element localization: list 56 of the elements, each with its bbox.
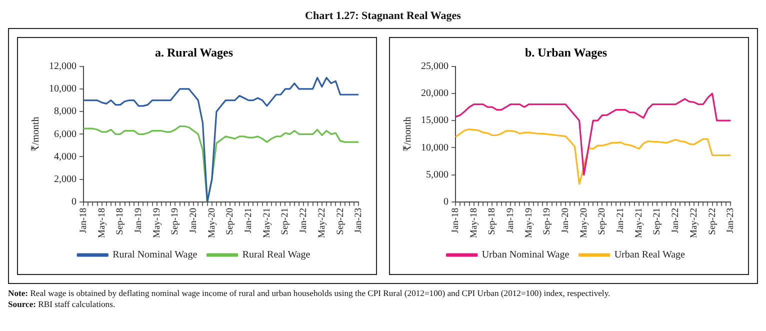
x-tick-label: May-18 [97,208,108,238]
legend-label: Urban Nominal Wage [482,250,570,261]
y-tick-label: 12,000 [49,61,76,72]
x-tick-label: Sep-22 [336,208,346,235]
x-tick-label: Sep-19 [542,208,553,235]
source-note: Source: RBI staff calculations. [8,299,116,309]
legend-label: Urban Real Wage [614,250,686,261]
x-tick-label: May-20 [207,208,218,238]
text: Chart 1.27: Stagnant Real Wages [304,9,462,24]
y-tick-label: 20,000 [421,88,448,100]
x-tick-label: Jan-23 [726,208,736,234]
x-tick-label: May-22 [317,208,328,238]
y-tick-label: 10,000 [421,142,448,154]
y-tick-label: 6,000 [54,128,76,140]
y-tick-label: 2,000 [54,174,76,185]
y-tick-label: 5,000 [426,169,448,180]
x-tick-label: Sep-22 [708,208,718,235]
text: Note: Real wage is obtained by deflating nominal wage income of rural and urban households using the CPI Rural (2012=100) and CPI Urban (2012=100) index, respectively. [8,288,610,298]
legend-label: Rural Real Wage [242,250,311,261]
x-tick-label: Sep-19 [170,208,181,235]
y-tick-label: 4,000 [54,151,76,162]
chart-title: b. Urban Wages [524,45,608,60]
y-tick-label: 0 [444,196,448,208]
x-tick-label: May-20 [579,208,590,238]
x-tick-label: May-19 [152,208,162,238]
x-tick-label: Jan-19 [506,208,516,234]
y-axis-title: ₹/month [30,116,42,152]
x-tick-label: Jan-21 [616,208,626,234]
x-tick-label: May-18 [469,208,480,238]
y-tick-label: 25,000 [421,61,448,72]
y-tick-label: 15,000 [421,115,448,126]
x-tick-label: May-21 [262,208,272,238]
x-tick-label: Sep-20 [226,208,236,235]
y-tick-label: 0 [72,196,76,208]
x-tick-label: May-19 [524,208,534,238]
x-tick-label: Jan-18 [79,208,89,234]
y-tick-label: 10,000 [49,84,76,95]
x-tick-label: May-22 [689,208,700,238]
x-tick-label: Jan-22 [671,208,682,234]
x-tick-label: Sep-20 [598,208,608,235]
x-tick-label: Jan-20 [189,208,200,234]
x-tick-label: Jan-21 [244,208,254,234]
x-tick-label: Jan-20 [561,208,572,234]
y-axis-title: ₹/month [402,116,414,152]
x-tick-label: Sep-18 [116,208,126,235]
legend-label: Rural Nominal Wage [112,250,198,261]
x-tick-label: Jan-19 [134,208,144,234]
x-tick-label: May-21 [634,208,644,238]
x-tick-label: Jan-18 [451,208,461,234]
x-tick-label: Jan-22 [299,208,310,234]
x-tick-label: Sep-21 [280,208,291,235]
chart-title: a. Rural Wages [154,45,234,60]
x-tick-label: Sep-18 [488,208,498,235]
x-tick-label: Sep-21 [652,208,663,235]
y-tick-label: 8,000 [54,106,76,118]
x-tick-label: Jan-23 [354,208,364,234]
